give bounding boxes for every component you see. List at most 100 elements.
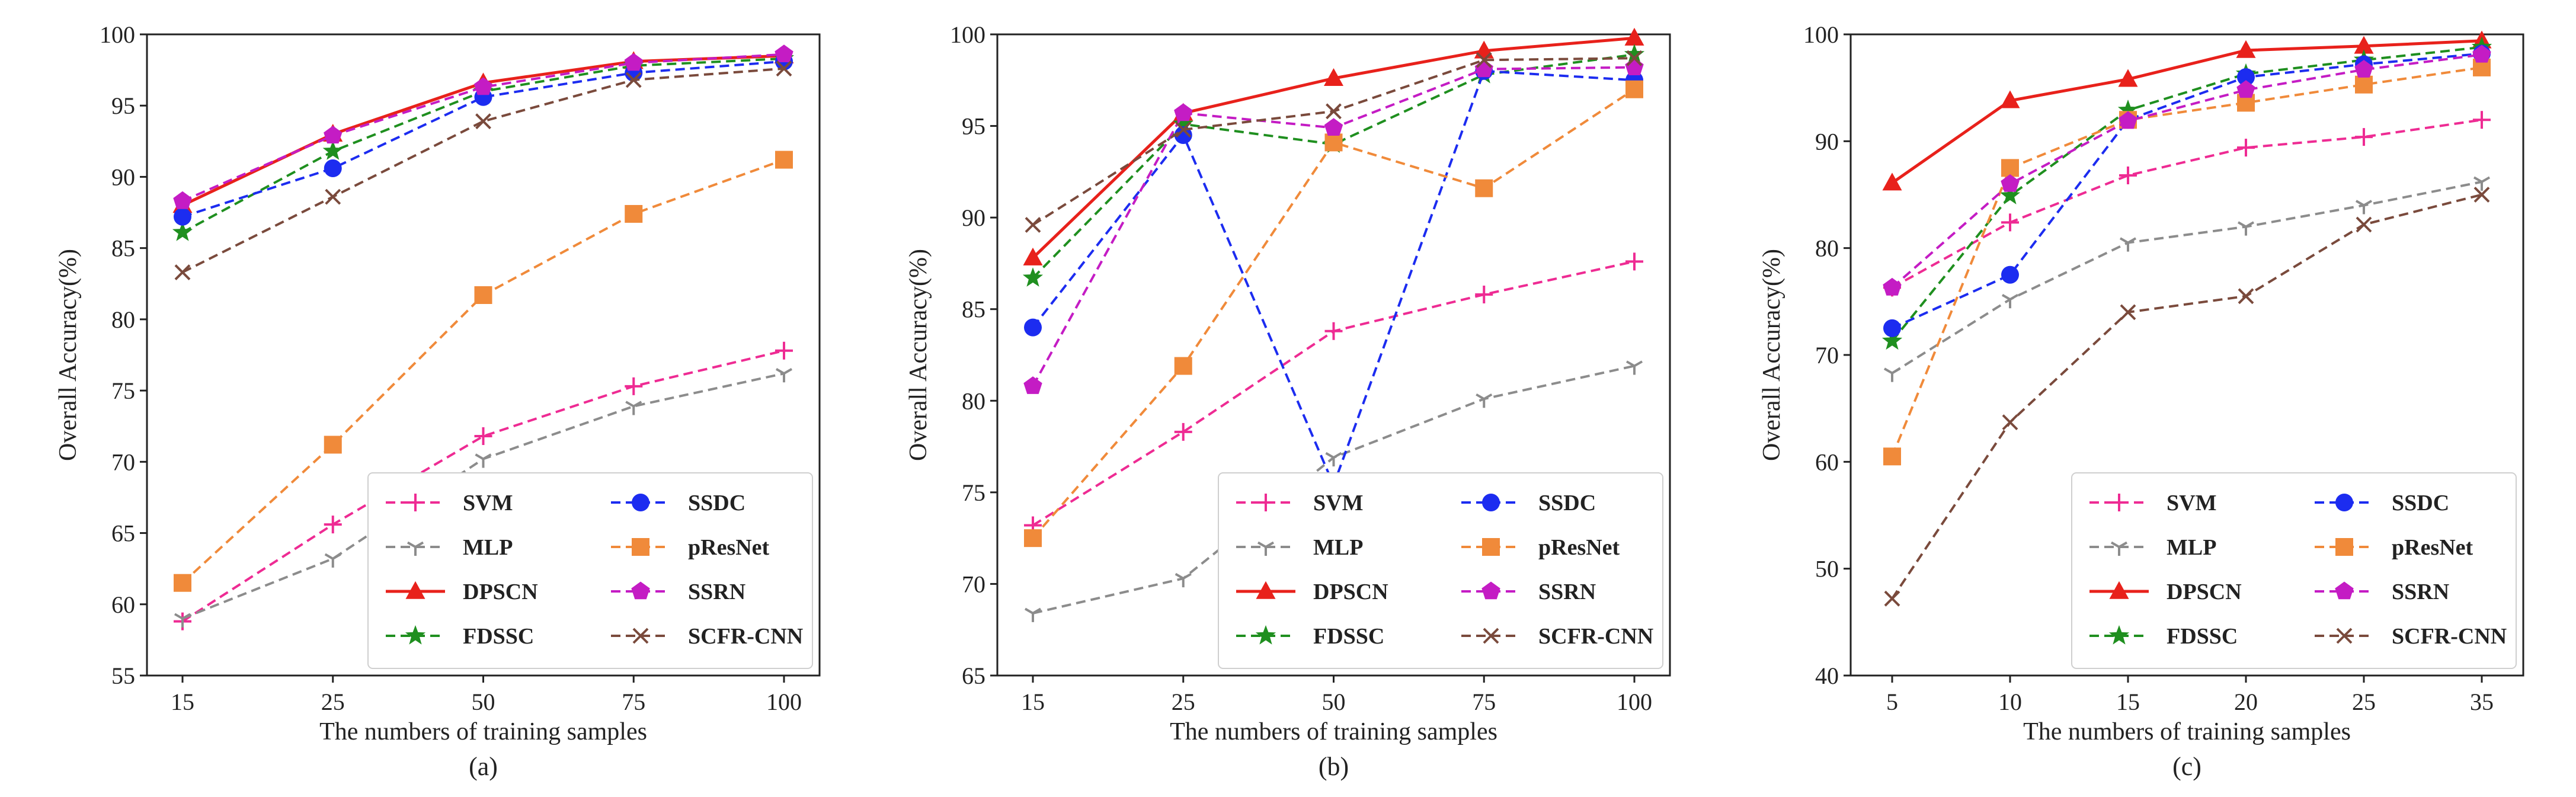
panel-label: (c) [2172, 752, 2201, 781]
data-point-scfr-cnn [625, 72, 642, 88]
legend-label-ssrn: SSRN [2392, 580, 2449, 604]
y-tick-label: 85 [111, 235, 135, 262]
data-point-mlp [775, 368, 793, 383]
y-axis-label: Overall Accuracy(%) [1758, 249, 1785, 461]
legend-marker-ssdc [2335, 494, 2353, 511]
data-point-mlp [174, 613, 191, 628]
data-point-dpscn [2354, 36, 2374, 54]
data-point-mlp [1325, 452, 1342, 467]
legend-marker-svm [1257, 494, 1275, 511]
y-tick-label: 40 [1815, 662, 1839, 689]
data-point-fdssc [1173, 113, 1193, 133]
series-line-scfr-cnn [182, 67, 785, 274]
series-line-fdssc [1891, 46, 2482, 342]
legend-box [367, 472, 813, 669]
legend-marker-svm [407, 494, 424, 511]
x-tick-label: 50 [472, 689, 495, 715]
data-point-presnet [324, 436, 342, 454]
y-tick-label: 60 [111, 591, 135, 618]
data-point-svm [324, 516, 342, 534]
data-point-fdssc [1022, 267, 1044, 287]
data-point-fdssc [2117, 100, 2139, 119]
legend-marker-ssrn [1481, 581, 1500, 600]
legend-marker-dpscn [2109, 581, 2129, 599]
x-tick-label: 75 [622, 689, 645, 715]
series-dpscn [1882, 30, 2492, 191]
legend-label-fdssc: FDSSC [2167, 624, 2238, 649]
data-point-ssrn [1174, 103, 1193, 121]
data-point-ssrn [1324, 118, 1343, 136]
legend-marker-svm [2110, 494, 2128, 511]
data-point-scfr-cnn [776, 60, 792, 77]
legend-label-scfr-cnn: SCFR-CNN [2392, 624, 2507, 649]
legend-label-mlp: MLP [2167, 535, 2216, 560]
data-point-svm [2355, 128, 2373, 146]
data-point-svm [775, 341, 793, 360]
data-point-ssrn [2354, 60, 2373, 78]
x-tick-label: 20 [2234, 689, 2258, 715]
legend-label-fdssc: FDSSC [463, 624, 534, 649]
data-point-scfr-cnn [1326, 103, 1342, 120]
legend-label-ssdc: SSDC [688, 491, 745, 516]
data-point-mlp [1883, 367, 1901, 382]
y-tick-label: 90 [1815, 128, 1839, 155]
data-point-ssdc [1883, 319, 1901, 337]
data-point-scfr-cnn [475, 113, 491, 130]
data-point-scfr-cnn [2002, 414, 2018, 431]
legend-marker-fdssc [2108, 625, 2130, 645]
data-point-mlp [2473, 176, 2491, 191]
data-point-fdssc [1999, 185, 2021, 204]
data-point-scfr-cnn [1476, 52, 1492, 68]
series-ssrn [1023, 57, 1644, 394]
series-line-ssrn [1891, 53, 2482, 289]
y-tick-label: 75 [962, 479, 985, 506]
legend-marker-ssdc [1482, 494, 1500, 511]
legend-label-mlp: MLP [463, 535, 513, 560]
series-scfr-cnn [1025, 50, 1643, 233]
data-point-mlp [1175, 572, 1192, 588]
y-tick-label: 70 [1815, 342, 1839, 369]
data-point-fdssc [1624, 44, 1645, 63]
panel-label: (b) [1319, 752, 1349, 781]
data-point-svm [2237, 139, 2255, 157]
legend-marker-presnet [632, 538, 649, 556]
legend-box [1218, 472, 1663, 669]
legend-label-scfr-cnn: SCFR-CNN [688, 624, 803, 649]
series-mlp [1024, 360, 1643, 622]
data-point-ssrn [775, 44, 793, 62]
legend-marker-ssrn [631, 581, 650, 600]
legend-label-ssrn: SSRN [688, 580, 745, 604]
data-point-presnet [2355, 75, 2373, 94]
series-svm [1883, 111, 2491, 297]
data-point-mlp [1476, 393, 1493, 408]
series-line-svm [181, 349, 785, 623]
x-tick-label: 15 [2116, 689, 2140, 715]
legend-label-dpscn: DPSCN [1313, 580, 1388, 604]
series-line-svm [1892, 119, 2482, 289]
legend-marker-dpscn [405, 581, 425, 599]
legend-marker-scfr-cnn [2336, 628, 2353, 644]
x-tick-label: 100 [1617, 689, 1652, 715]
data-point-fdssc [172, 222, 193, 241]
data-point-presnet [1324, 133, 1343, 152]
series-line-presnet [1032, 88, 1636, 539]
data-point-svm [2119, 167, 2137, 185]
y-tick-label: 75 [111, 377, 135, 404]
series-ssrn [1883, 44, 2491, 296]
data-point-presnet [1625, 80, 1643, 98]
data-point-ssdc [174, 207, 191, 226]
series-line-scfr-cnn [1891, 193, 2482, 600]
legend-label-ssdc: SSDC [1538, 491, 1596, 516]
series-line-ssdc [182, 60, 785, 218]
data-point-ssrn [624, 53, 643, 71]
data-point-presnet [1024, 529, 1042, 548]
series-scfr-cnn [174, 60, 792, 280]
data-point-dpscn [1882, 172, 1902, 191]
data-point-presnet [474, 286, 492, 305]
data-point-scfr-cnn [2473, 187, 2490, 203]
data-point-presnet [1475, 179, 1493, 197]
y-tick-label: 90 [111, 164, 135, 190]
legend-label-ssdc: SSDC [2392, 491, 2449, 516]
data-point-svm [1174, 422, 1192, 441]
legend-marker-mlp [2110, 541, 2128, 556]
